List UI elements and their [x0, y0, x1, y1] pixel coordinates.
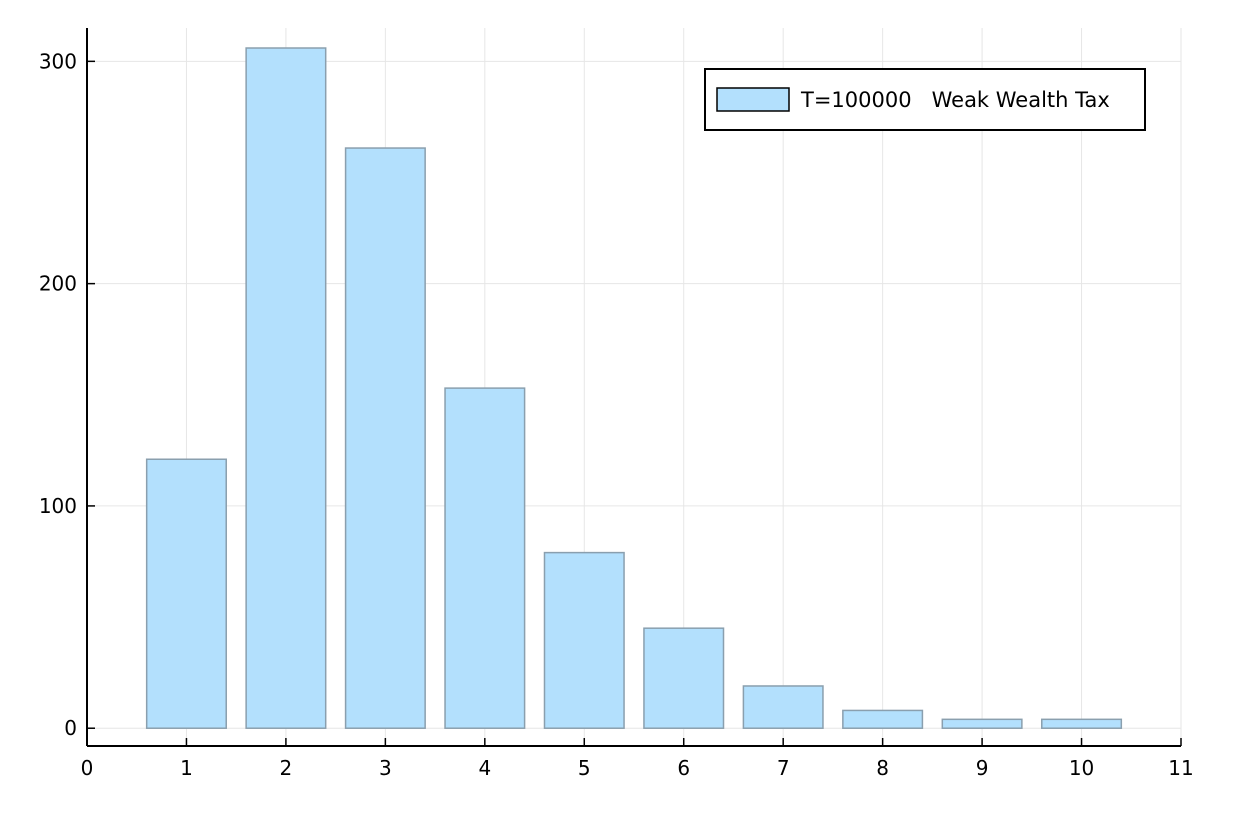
x-tick-label: 8 [876, 756, 889, 780]
bar [643, 627, 725, 729]
legend-swatch [716, 87, 790, 112]
x-tick-label: 11 [1168, 756, 1193, 780]
bar [245, 47, 327, 729]
axes [86, 28, 1182, 747]
x-tick-label: 10 [1069, 756, 1094, 780]
x-tick-label: 4 [478, 756, 491, 780]
y-tick-label: 300 [39, 49, 77, 73]
y-tick-label: 200 [39, 272, 77, 296]
y-tick-label: 0 [64, 716, 77, 740]
bar [1041, 718, 1123, 729]
x-tick-label: 6 [677, 756, 690, 780]
x-tick-label: 3 [379, 756, 392, 780]
legend: T=100000 Weak Wealth Tax [704, 68, 1146, 131]
bar [344, 147, 426, 729]
bar [941, 718, 1023, 729]
legend-label: T=100000 Weak Wealth Tax [800, 88, 1110, 112]
bars [145, 47, 1123, 729]
x-tick-label: 7 [777, 756, 790, 780]
x-tick-label: 0 [81, 756, 94, 780]
bar [145, 458, 227, 729]
tick-labels: 0 1 2 3 4 5 6 7 8 9 10 11 0 100 200 300 [39, 49, 1194, 780]
bar [742, 685, 824, 729]
x-tick-label: 9 [976, 756, 989, 780]
bar [444, 387, 526, 729]
x-tick-label: 5 [578, 756, 591, 780]
x-tick-label: 2 [280, 756, 293, 780]
bar [842, 709, 924, 729]
bar [543, 551, 625, 729]
x-tick-label: 1 [180, 756, 193, 780]
y-tick-label: 100 [39, 494, 77, 518]
